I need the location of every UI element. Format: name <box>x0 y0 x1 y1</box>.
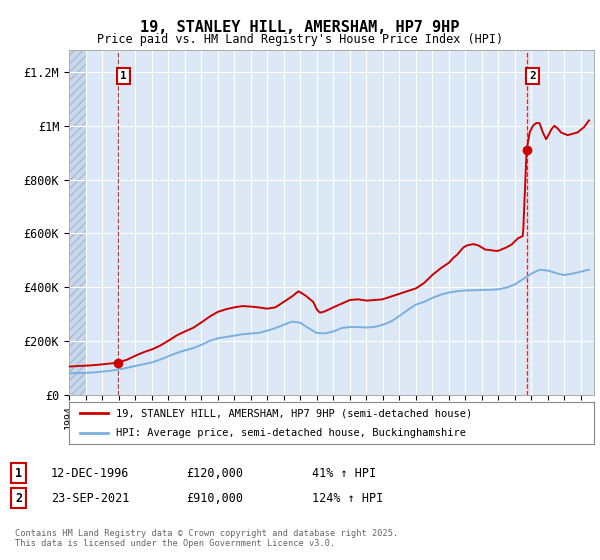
Text: 2: 2 <box>529 71 536 81</box>
Text: Contains HM Land Registry data © Crown copyright and database right 2025.
This d: Contains HM Land Registry data © Crown c… <box>15 529 398 548</box>
Text: £120,000: £120,000 <box>186 466 243 480</box>
Text: 124% ↑ HPI: 124% ↑ HPI <box>312 492 383 505</box>
Text: 1: 1 <box>120 71 127 81</box>
Text: Price paid vs. HM Land Registry's House Price Index (HPI): Price paid vs. HM Land Registry's House … <box>97 32 503 46</box>
Text: 1: 1 <box>15 466 22 480</box>
Text: HPI: Average price, semi-detached house, Buckinghamshire: HPI: Average price, semi-detached house,… <box>116 428 466 438</box>
Text: 41% ↑ HPI: 41% ↑ HPI <box>312 466 376 480</box>
Text: 19, STANLEY HILL, AMERSHAM, HP7 9HP: 19, STANLEY HILL, AMERSHAM, HP7 9HP <box>140 21 460 35</box>
Text: 23-SEP-2021: 23-SEP-2021 <box>51 492 130 505</box>
Text: 19, STANLEY HILL, AMERSHAM, HP7 9HP (semi-detached house): 19, STANLEY HILL, AMERSHAM, HP7 9HP (sem… <box>116 408 473 418</box>
Text: 12-DEC-1996: 12-DEC-1996 <box>51 466 130 480</box>
Text: £910,000: £910,000 <box>186 492 243 505</box>
Bar <box>69 50 86 395</box>
Text: 2: 2 <box>15 492 22 505</box>
